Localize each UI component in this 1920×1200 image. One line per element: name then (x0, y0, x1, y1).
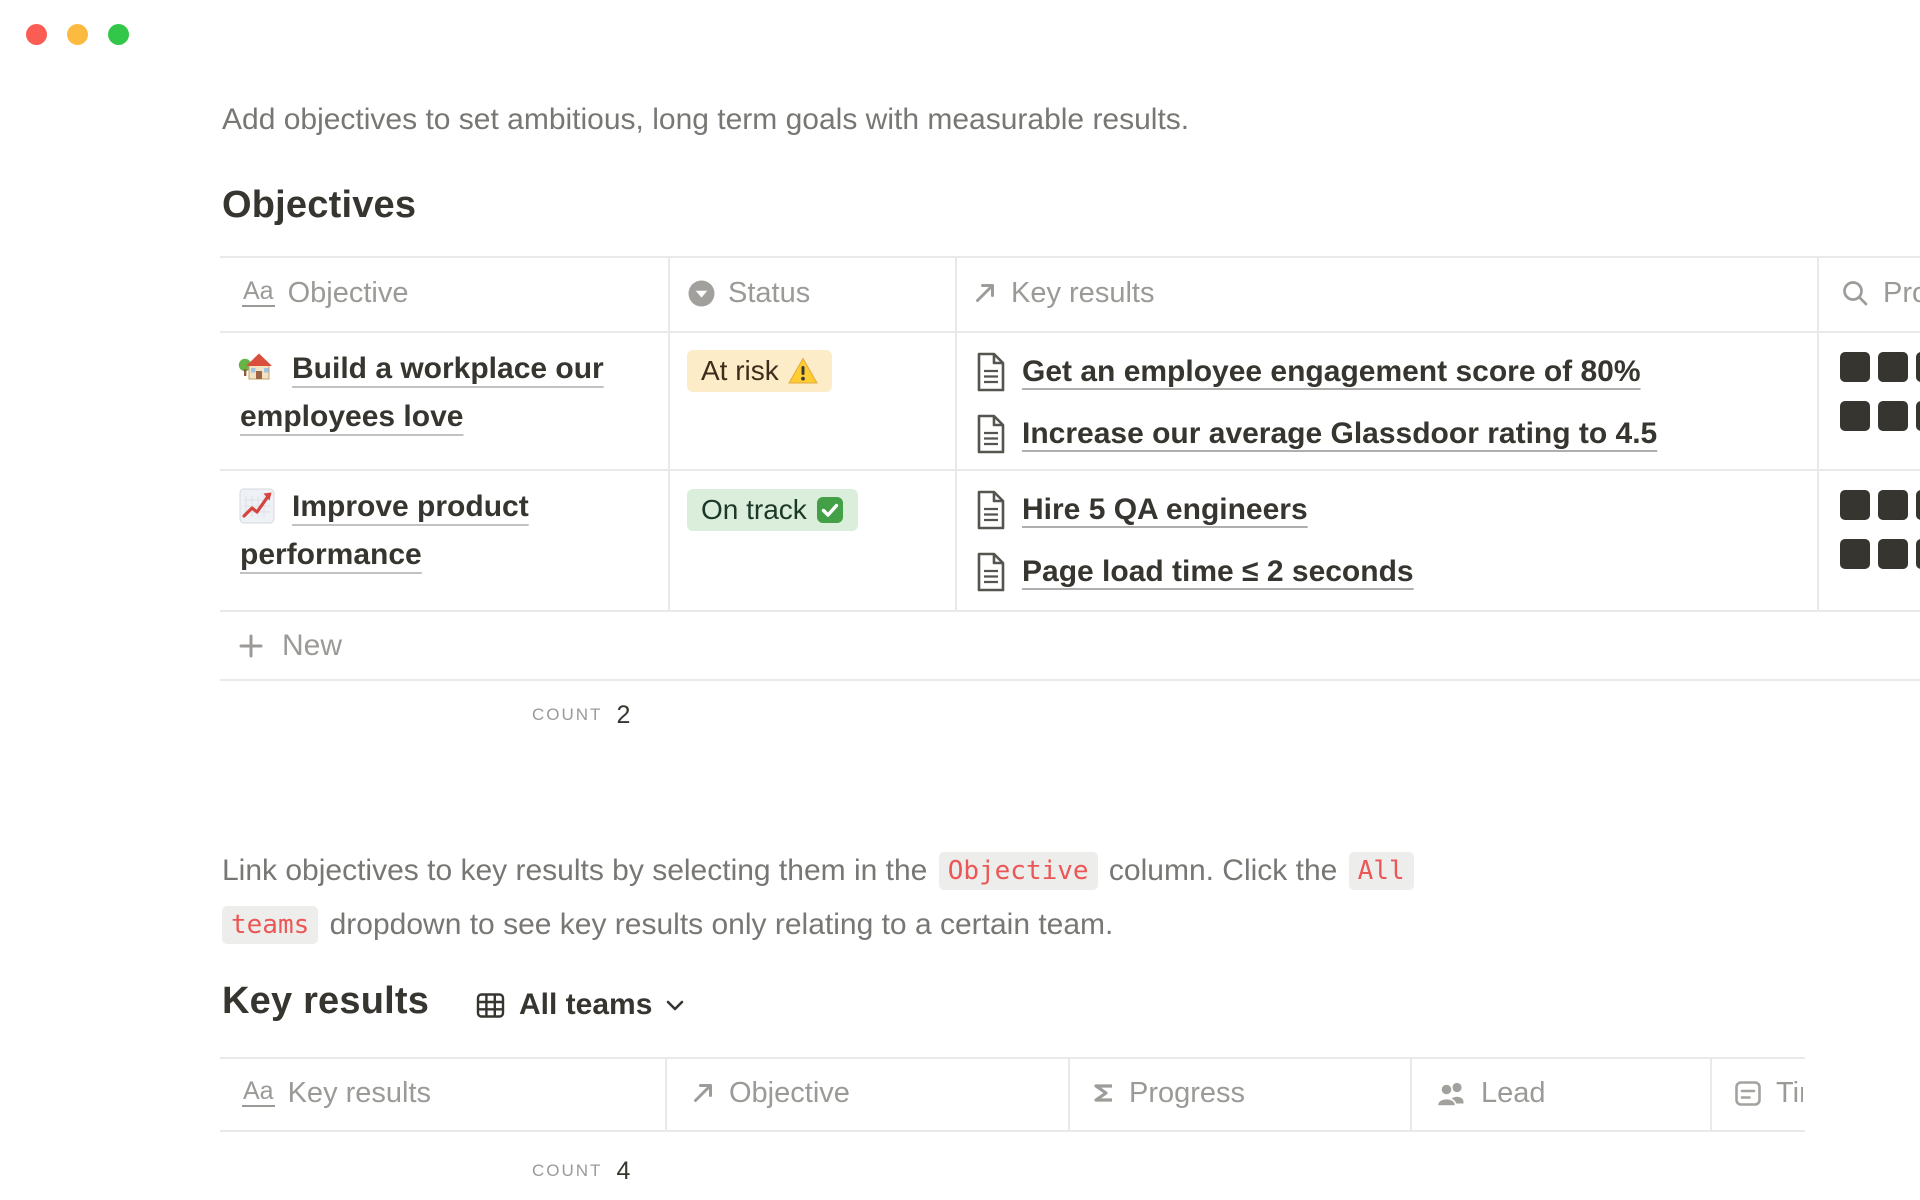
formula-sigma-icon (1090, 1079, 1116, 1107)
key-result-label: Hire 5 QA engineers (1022, 493, 1308, 526)
progress-bar-squares (1840, 401, 1920, 431)
page-icon (975, 414, 1007, 454)
status-pill-at-risk[interactable]: At risk (687, 350, 832, 392)
progress-bar-squares (1840, 352, 1920, 382)
column-label: Progress (1129, 1076, 1246, 1109)
table1-bottom-border (220, 679, 1920, 681)
column-header-key-results[interactable]: Key results (972, 272, 1154, 314)
people-icon (1435, 1078, 1468, 1108)
timeline-calendar-icon (1733, 1078, 1763, 1108)
table1-column-divider (955, 256, 957, 610)
key-results-heading: Key results (222, 980, 430, 1022)
column-header-timeline[interactable]: Timeline (1710, 1057, 1803, 1129)
inline-code-teams: teams (222, 906, 319, 944)
column-header-status[interactable]: Status (688, 272, 810, 314)
column-label: Timeline (1776, 1076, 1803, 1109)
key-result-label: Page load time ≤ 2 seconds (1022, 555, 1414, 588)
inline-code-all: All (1348, 852, 1414, 890)
table1-row-divider (220, 610, 1920, 612)
column-header-progress[interactable]: Progress (1840, 272, 1920, 314)
text-property-icon: Aa (242, 277, 275, 307)
table1-column-divider (668, 256, 670, 610)
column-header-lead[interactable]: Lead (1435, 1072, 1546, 1114)
status-pill-on-track[interactable]: On track (687, 489, 858, 531)
note-text: column. Click the (1100, 854, 1346, 887)
column-header-objective[interactable]: Objective (690, 1072, 850, 1114)
table2-column-divider (1710, 1057, 1712, 1130)
column-label: Lead (1481, 1076, 1546, 1109)
note-paragraph-line2: teams dropdown to see key results only r… (222, 902, 1113, 948)
chevron-down-icon (665, 998, 685, 1013)
select-property-icon (688, 280, 715, 307)
key-result-link[interactable]: Increase our average Glassdoor rating to… (975, 412, 1657, 456)
key-result-label: Get an employee engagement score of 80% (1022, 355, 1641, 388)
table2-column-divider (1068, 1057, 1070, 1130)
plus-icon (238, 633, 264, 659)
filter-label: All teams (519, 988, 653, 1021)
table2-count[interactable]: COUNT 4 (532, 1156, 630, 1186)
column-label: Objective (287, 276, 409, 309)
objectives-heading: Objectives (222, 184, 417, 226)
column-label: Key results (1011, 276, 1155, 309)
table1-top-border (220, 256, 1920, 258)
table2-header-border (220, 1130, 1805, 1132)
text-property-icon: Aa (242, 1077, 275, 1107)
table-view-icon (475, 990, 506, 1021)
chart-increasing-emoji-icon (238, 487, 276, 525)
column-header-progress[interactable]: Progress (1090, 1072, 1245, 1114)
note-text: dropdown to see key results only relatin… (321, 908, 1114, 941)
column-label: Progress (1883, 276, 1920, 309)
new-row-button[interactable]: New (220, 612, 1920, 679)
table1-column-divider (1817, 256, 1819, 610)
inline-code-objective: Objective (938, 852, 1098, 890)
relation-arrow-icon (690, 1080, 716, 1106)
count-label: COUNT (532, 1161, 603, 1180)
table2-column-divider (1410, 1057, 1412, 1130)
note-paragraph-line1: Link objectives to key results by select… (222, 848, 1417, 894)
objective-title-link[interactable]: employees love (240, 400, 464, 433)
count-value: 2 (616, 700, 631, 729)
relation-arrow-icon (972, 280, 998, 306)
rollup-search-icon (1840, 278, 1870, 308)
column-label: Objective (729, 1076, 850, 1109)
objective-title-link[interactable]: performance (240, 538, 422, 571)
intro-text: Add objectives to set ambitious, long te… (222, 103, 1190, 136)
count-label: COUNT (532, 705, 603, 724)
column-header-key-results[interactable]: Aa Key results (242, 1072, 431, 1114)
all-teams-view-dropdown[interactable]: All teams (475, 988, 685, 1022)
key-result-link[interactable]: Page load time ≤ 2 seconds (975, 550, 1414, 594)
page-icon (975, 352, 1007, 392)
note-text: Link objectives to key results by select… (222, 854, 936, 887)
column-label: Status (728, 276, 811, 309)
progress-bar-squares (1840, 539, 1920, 569)
check-mark-emoji-icon (816, 496, 844, 524)
warning-emoji-icon (787, 357, 818, 385)
objective-title-link[interactable]: Improve product (292, 490, 529, 523)
status-label: At risk (701, 355, 779, 386)
key-result-label: Increase our average Glassdoor rating to… (1022, 417, 1658, 450)
table1-row-divider (220, 469, 1920, 471)
table1-header-border (220, 331, 1920, 333)
objective-title-link[interactable]: Build a workplace our (292, 352, 604, 385)
progress-bar-squares (1840, 490, 1920, 520)
window-minimize-button[interactable] (67, 24, 88, 45)
key-result-link[interactable]: Get an employee engagement score of 80% (975, 350, 1641, 394)
page-icon (975, 552, 1007, 592)
count-value: 4 (616, 1156, 631, 1185)
column-label: Key results (287, 1076, 432, 1109)
status-label: On track (701, 494, 807, 525)
table1-count[interactable]: COUNT 2 (532, 700, 630, 730)
window-close-button[interactable] (26, 24, 47, 45)
new-row-label: New (282, 628, 343, 662)
window-zoom-button[interactable] (108, 24, 129, 45)
house-garden-emoji-icon (238, 348, 276, 386)
table2-column-divider (665, 1057, 667, 1130)
table2-top-border (220, 1057, 1805, 1059)
column-header-objective[interactable]: Aa Objective (242, 272, 408, 314)
page-icon (975, 490, 1007, 530)
key-result-link[interactable]: Hire 5 QA engineers (975, 488, 1308, 532)
